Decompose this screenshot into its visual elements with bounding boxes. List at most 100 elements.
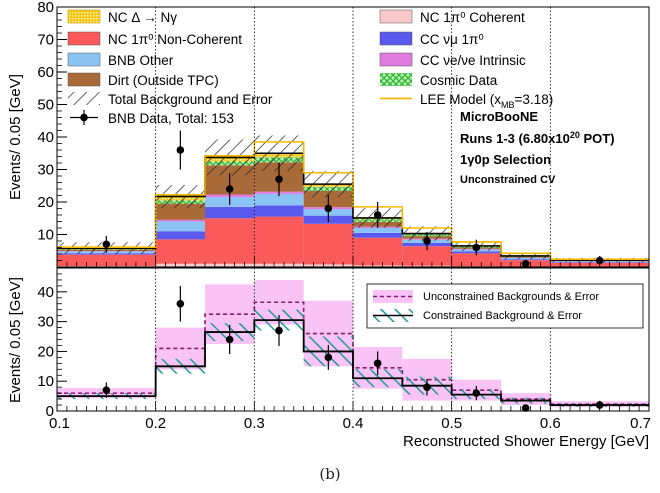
stack-bar-1-5 — [353, 237, 403, 266]
legend: NC Δ → Nγ NC 1π⁰ Non-Coherent BNB Other Dir… — [67, 9, 553, 126]
stack-bar-3-5 — [353, 228, 403, 233]
top-data-point-9 — [595, 256, 604, 265]
data-points-bottom — [102, 285, 604, 412]
legend-entry-6: NC 1π⁰ Coherent — [379, 9, 525, 25]
stack-bar-2-3 — [254, 205, 304, 217]
figure-caption: (b) — [319, 465, 341, 483]
stack-bar-1-3 — [254, 216, 304, 264]
top-data-point-5 — [373, 211, 382, 219]
legend-entry-7: CC νμ 1π⁰ — [379, 31, 484, 47]
top-gridlines — [155, 7, 551, 267]
top-data-point-1 — [176, 146, 185, 154]
legend-entry-2: BNB Other — [67, 52, 174, 68]
annotation-selection: 1γ0p Selection — [460, 152, 551, 167]
top-y-axis-label: Events/ 0.05 [GeV] — [7, 74, 24, 200]
bottom-xtick-label-0: 0.1 — [49, 415, 70, 432]
annotation-cv: Unconstrained CV — [460, 174, 556, 186]
stack-bar-1-4 — [303, 223, 353, 265]
stack-bar-1-7 — [451, 253, 501, 267]
legend-entry-9: Cosmic Data — [380, 73, 498, 88]
error-band-8 — [501, 252, 551, 260]
stack-bar-2-1 — [155, 231, 205, 240]
bottom-data-point-1 — [176, 299, 185, 308]
top-data-point-2 — [225, 185, 234, 193]
x-axis-label: Reconstructed Shower Energy [GeV] — [403, 433, 649, 450]
bottom-ytick-label-0: 0 — [46, 403, 54, 420]
legend-label-4: Total Background and Error — [108, 92, 273, 107]
data-points — [102, 130, 604, 268]
error-band-4 — [303, 171, 353, 198]
constrained-line — [57, 319, 649, 406]
bottom-y-axis: 0 10 20 30 40 — [37, 273, 67, 420]
top-ytick-label-1: 20 — [37, 194, 54, 211]
annotation-block: MicroBooNE Runs 1-3 (6.80x1020 POT) 1γ0p… — [460, 109, 615, 186]
top-ytick-label-3: 40 — [37, 129, 54, 146]
bottom-xtick-label-2: 0.3 — [244, 415, 265, 432]
error-band-2 — [205, 139, 255, 176]
bottom-data-point-4 — [324, 353, 333, 362]
bottom-data-point-3 — [275, 326, 283, 335]
bottom-ytick-label-2: 20 — [37, 343, 54, 360]
top-ytick-label-0: 10 — [37, 227, 54, 244]
stack-bar-2-2 — [205, 206, 255, 219]
stack-bar-0-6 — [402, 265, 452, 267]
stack-bar-2-5 — [353, 232, 403, 238]
top-data-point-6 — [423, 237, 431, 245]
bottom-data-point-7 — [472, 389, 481, 397]
bottom-x-axis: 0.1 0.2 0.3 0.4 0.5 0.6 0.7 — [49, 401, 651, 432]
top-x-ticks — [56, 257, 650, 267]
bottom-panel: 0 10 20 30 40 0.1 0.2 0.3 0.4 0.5 0.6 0.7 Events/ … — [7, 267, 651, 450]
constrained-label: Constrained Background & Error — [423, 310, 582, 322]
stack-bar-1-0 — [57, 254, 156, 267]
bottom-data-point-2 — [225, 335, 234, 344]
unconstrained-swatch — [373, 290, 413, 303]
top-data-point-0 — [102, 240, 111, 249]
top-ytick-label-4: 50 — [37, 97, 54, 114]
top-y-axis: 10 20 30 40 50 60 70 80 — [37, 0, 67, 261]
stack-bar-0-3 — [254, 263, 304, 267]
legend-label-9: Cosmic Data — [420, 73, 498, 88]
bottom-data-point-0 — [102, 386, 111, 394]
legend-entry-3: Dirt (Outside TPC) — [67, 72, 219, 88]
legend-label-10: LEE Model (xMB=3.18) — [420, 92, 553, 110]
top-panel: 10 20 30 40 50 60 70 80 Events/ 0.05 [GeV] NC Δ… — [7, 0, 650, 268]
top-data-point-8 — [521, 259, 530, 268]
bottom-gridlines — [155, 268, 551, 411]
annotation-experiment: MicroBooNE — [460, 109, 538, 124]
bottom-ytick-label-3: 30 — [37, 314, 54, 331]
annotation-runs: Runs 1-3 (6.80x1020 POT) — [460, 130, 615, 146]
stack-bar-1-6 — [402, 246, 452, 266]
stack-bar-1-1 — [155, 239, 205, 264]
stack-bar-3-1 — [155, 221, 205, 232]
top-data-point-4 — [324, 204, 333, 213]
legend-label-6: NC 1π⁰ Coherent — [420, 10, 525, 25]
top-ytick-label-6: 70 — [37, 32, 54, 49]
legend-label-0: NC Δ → Nγ — [108, 10, 177, 25]
legend-entry-0: NC Δ → Nγ — [67, 9, 177, 25]
bottom-xtick-label-5: 0.6 — [540, 415, 561, 432]
legend-entry-1: NC 1π⁰ Non-Coherent — [67, 31, 242, 47]
bottom-data-point-5 — [373, 359, 382, 368]
top-ytick-label-7: 80 — [37, 0, 54, 16]
stack-bar-0-2 — [205, 263, 255, 267]
bottom-data-point-9 — [595, 401, 604, 409]
legend-label-8: CC νe/νe Intrinsic — [420, 53, 526, 68]
legend-entry-4: Total Background and Error — [68, 92, 273, 107]
bottom-xtick-label-4: 0.5 — [441, 415, 462, 432]
top-ytick-label-5: 60 — [37, 64, 54, 81]
stack-bar-0-1 — [155, 263, 205, 267]
bottom-data-point-6 — [423, 383, 431, 391]
bottom-xtick-label-3: 0.4 — [343, 415, 364, 432]
top-data-point-7 — [472, 243, 481, 252]
stack-bar-2-8 — [501, 259, 551, 261]
legend-label-2: BNB Other — [108, 53, 174, 68]
bottom-ytick-label-1: 10 — [37, 373, 54, 390]
legend-label-3: Dirt (Outside TPC) — [108, 73, 219, 88]
top-data-point-3 — [275, 175, 283, 184]
stack-bar-4-1 — [155, 219, 205, 222]
bottom-ytick-label-4: 40 — [37, 284, 54, 301]
legend-label-1: NC 1π⁰ Non-Coherent — [108, 32, 242, 47]
bottom-legend: Unconstrained Backgrounds & Error Constr… — [366, 283, 644, 329]
bottom-xtick-label-6: 0.7 — [630, 415, 651, 432]
